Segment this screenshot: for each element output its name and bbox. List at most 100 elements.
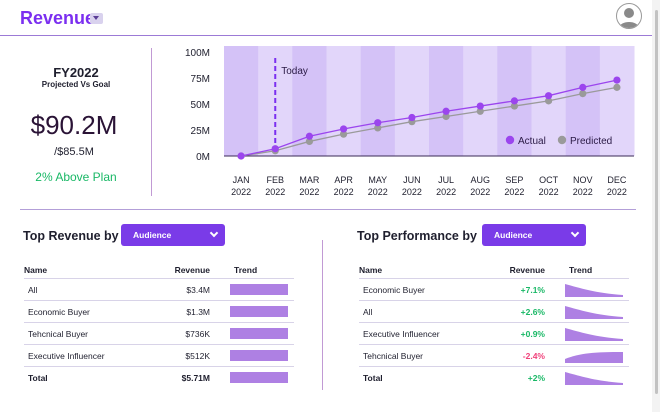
data-point-actual bbox=[374, 119, 382, 127]
y-tick-label: 25M bbox=[191, 126, 210, 137]
data-point-predicted bbox=[510, 102, 519, 110]
trend-sparkline bbox=[565, 352, 623, 363]
series-line-predicted bbox=[240, 86, 618, 157]
chart-band bbox=[599, 46, 635, 156]
data-point-actual bbox=[579, 83, 587, 91]
row-revenue: +0.9% bbox=[520, 329, 545, 339]
y-tick-label: 50M bbox=[191, 100, 210, 111]
chart-band bbox=[565, 46, 601, 156]
data-point-predicted bbox=[374, 124, 382, 132]
x-tick-label: 2022 bbox=[231, 187, 251, 197]
data-point-actual bbox=[476, 102, 484, 110]
x-tick-label: FEB bbox=[266, 175, 284, 185]
data-point-predicted bbox=[339, 130, 348, 138]
x-tick-label: 2022 bbox=[334, 187, 354, 197]
trend-bar bbox=[230, 284, 288, 295]
scrollbar-thumb[interactable] bbox=[655, 10, 658, 394]
column-header-trend: Trend bbox=[234, 265, 258, 275]
data-point-predicted bbox=[613, 83, 621, 91]
row-name: All bbox=[363, 307, 373, 317]
row-name: Tehcnical Buyer bbox=[363, 351, 424, 361]
row-revenue: $512K bbox=[185, 351, 210, 361]
data-point-actual bbox=[237, 152, 245, 160]
trend-bar bbox=[230, 328, 288, 339]
table-row[interactable]: Tehcnical Buyer $736K bbox=[24, 322, 294, 344]
row-revenue: -2.4% bbox=[522, 351, 545, 361]
x-tick-label: 2022 bbox=[539, 187, 559, 197]
legend-label: Actual bbox=[518, 136, 546, 147]
trend-sparkline bbox=[565, 372, 623, 385]
dropdown-label: Audience bbox=[494, 230, 533, 240]
table-row[interactable]: All +2.6% bbox=[359, 300, 629, 322]
performance-audience-dropdown[interactable]: Audience bbox=[482, 224, 586, 246]
column-header-name: Name bbox=[24, 265, 48, 275]
data-point-actual bbox=[305, 132, 314, 140]
x-tick-label: 2022 bbox=[470, 187, 490, 197]
column-header-revenue: Revenue bbox=[174, 265, 210, 275]
data-point-predicted bbox=[442, 112, 450, 121]
table-row[interactable]: Executive Influencer +0.9% bbox=[359, 322, 629, 344]
page-title: Revenue bbox=[20, 8, 96, 28]
vertical-divider bbox=[151, 48, 152, 196]
table-total-row[interactable]: Total $5.71M bbox=[24, 366, 294, 388]
trend-bar bbox=[230, 306, 288, 317]
x-tick-label: NOV bbox=[573, 175, 593, 185]
kpi-goal: /$85.5M bbox=[54, 146, 94, 158]
row-name: Economic Buyer bbox=[28, 307, 90, 317]
row-name: Total bbox=[28, 373, 48, 383]
table-row[interactable]: Economic Buyer +7.1% bbox=[359, 278, 629, 300]
chart-band bbox=[360, 46, 396, 156]
row-name: Executive Influencer bbox=[363, 329, 440, 339]
row-revenue: +7.1% bbox=[520, 285, 545, 295]
data-point-actual bbox=[339, 125, 348, 133]
x-tick-label: JAN bbox=[233, 175, 250, 185]
row-name: Executive Influencer bbox=[28, 351, 105, 361]
legend-marker-predicted bbox=[557, 135, 567, 145]
table-total-row[interactable]: Total +2% bbox=[359, 366, 629, 388]
table-row[interactable]: Economic Buyer $1.3M bbox=[24, 300, 294, 322]
table-row[interactable]: Tehcnical Buyer -2.4% bbox=[359, 344, 629, 366]
x-tick-label: 2022 bbox=[436, 187, 456, 197]
row-name: Economic Buyer bbox=[363, 285, 425, 295]
trend-sparkline bbox=[565, 328, 623, 341]
top-performance-title: Top Performance by bbox=[357, 229, 477, 243]
user-avatar-icon[interactable] bbox=[616, 3, 642, 29]
row-revenue: $1.3M bbox=[186, 307, 210, 317]
kpi-value: $90.2M bbox=[30, 110, 118, 140]
legend-marker-actual bbox=[505, 135, 515, 145]
data-point-actual bbox=[544, 92, 553, 100]
trend-bar bbox=[230, 372, 288, 383]
today-marker-label: Today bbox=[281, 66, 308, 77]
data-point-predicted bbox=[305, 137, 314, 146]
chart-band bbox=[394, 46, 430, 156]
y-tick-label: 75M bbox=[191, 74, 210, 85]
row-revenue: $736K bbox=[185, 329, 210, 339]
table-row[interactable]: Executive Influencer $512K bbox=[24, 344, 294, 366]
x-tick-label: APR bbox=[334, 175, 353, 185]
x-tick-label: 2022 bbox=[607, 187, 627, 197]
legend-label: Predicted bbox=[570, 136, 612, 147]
row-revenue: $3.4M bbox=[186, 285, 210, 295]
x-tick-label: 2022 bbox=[265, 187, 285, 197]
row-revenue: +2.6% bbox=[520, 307, 545, 317]
x-tick-label: DEC bbox=[607, 175, 627, 185]
data-point-predicted bbox=[579, 90, 587, 98]
trend-sparkline bbox=[565, 284, 623, 297]
trend-sparkline bbox=[565, 306, 623, 319]
panel-divider bbox=[322, 240, 323, 390]
x-tick-label: MAY bbox=[368, 175, 387, 185]
section-divider bbox=[20, 209, 636, 210]
table-row[interactable]: All $3.4M bbox=[24, 278, 294, 300]
column-header-trend: Trend bbox=[569, 265, 593, 275]
row-revenue: +2% bbox=[527, 373, 545, 383]
column-header-name: Name bbox=[359, 265, 383, 275]
series-line-actual bbox=[240, 79, 618, 157]
row-revenue: $5.71M bbox=[181, 373, 210, 383]
row-name: Tehcnical Buyer bbox=[28, 329, 89, 339]
data-point-actual bbox=[510, 97, 519, 105]
caret-down-icon[interactable] bbox=[90, 13, 103, 24]
top-revenue-title: Top Revenue by bbox=[23, 229, 119, 243]
dropdown-label: Audience bbox=[133, 230, 172, 240]
revenue-audience-dropdown[interactable]: Audience bbox=[121, 224, 225, 246]
chart-band bbox=[326, 46, 362, 156]
